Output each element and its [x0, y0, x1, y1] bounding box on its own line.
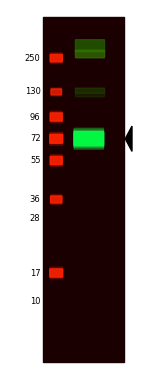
- FancyBboxPatch shape: [51, 196, 62, 203]
- Text: 10: 10: [30, 297, 40, 306]
- FancyBboxPatch shape: [75, 40, 105, 52]
- FancyBboxPatch shape: [75, 88, 105, 93]
- FancyBboxPatch shape: [50, 269, 63, 277]
- FancyBboxPatch shape: [74, 132, 104, 146]
- FancyBboxPatch shape: [50, 154, 62, 166]
- FancyBboxPatch shape: [50, 132, 63, 145]
- Text: 250: 250: [25, 54, 40, 63]
- FancyBboxPatch shape: [51, 89, 62, 95]
- FancyBboxPatch shape: [51, 88, 62, 96]
- FancyBboxPatch shape: [51, 195, 62, 204]
- Text: 1: 1: [53, 6, 60, 15]
- Text: 17: 17: [30, 268, 40, 278]
- FancyBboxPatch shape: [74, 130, 104, 147]
- FancyBboxPatch shape: [74, 128, 104, 149]
- FancyBboxPatch shape: [74, 128, 104, 149]
- FancyBboxPatch shape: [75, 92, 105, 97]
- FancyBboxPatch shape: [50, 267, 63, 279]
- Text: 28: 28: [30, 214, 40, 223]
- Polygon shape: [125, 126, 132, 152]
- FancyBboxPatch shape: [50, 53, 62, 63]
- FancyBboxPatch shape: [50, 54, 62, 62]
- Text: 72: 72: [30, 134, 40, 143]
- FancyBboxPatch shape: [75, 50, 105, 58]
- FancyBboxPatch shape: [50, 113, 62, 121]
- Bar: [43, 17, 124, 362]
- Text: 36: 36: [30, 195, 40, 204]
- FancyBboxPatch shape: [50, 156, 62, 165]
- Text: 2: 2: [87, 6, 93, 15]
- Text: 96: 96: [30, 112, 40, 122]
- FancyBboxPatch shape: [50, 134, 63, 143]
- Text: 55: 55: [30, 156, 40, 165]
- Text: 130: 130: [25, 87, 40, 96]
- FancyBboxPatch shape: [50, 111, 62, 123]
